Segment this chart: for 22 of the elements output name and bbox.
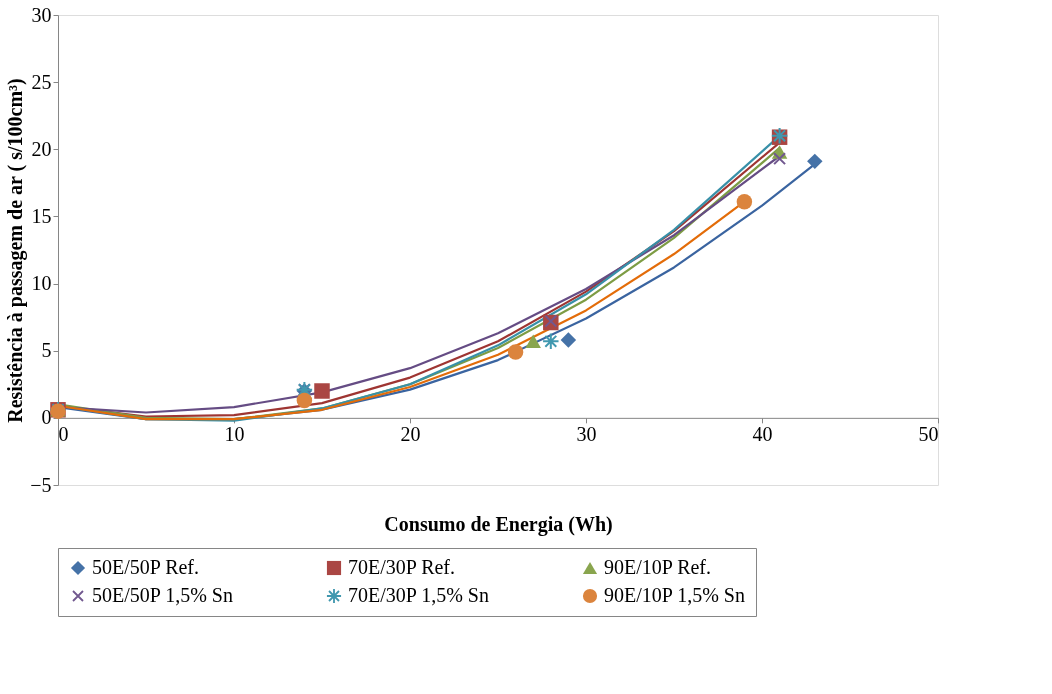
legend-label: 50E/50P Ref. xyxy=(92,556,200,578)
y-tick-label: 25 xyxy=(31,70,52,93)
legend-label: 70E/30P Ref. xyxy=(348,556,456,578)
x-tick-label: 20 xyxy=(400,423,421,446)
y-tick-label: 5 xyxy=(41,339,52,362)
x-tick-label: 30 xyxy=(576,423,597,446)
legend-label: 90E/10P Ref. xyxy=(604,556,712,578)
legend-label: 50E/50P 1,5% Sn xyxy=(92,584,233,606)
y-tick-label: 15 xyxy=(31,204,52,227)
legend-label: 70E/30P 1,5% Sn xyxy=(348,584,489,606)
x-tick-label: 40 xyxy=(752,423,773,446)
x-tick-label: 10 xyxy=(224,423,245,446)
y-tick-label: 0 xyxy=(41,406,52,429)
y-tick-label: 10 xyxy=(31,272,52,295)
x-tick-label: 50 xyxy=(918,423,939,446)
y-tick-label: 20 xyxy=(31,137,52,160)
y-axis-title: Resistência à passagem de ar ( s/100cm³) xyxy=(4,78,28,423)
y-tick-label: 30 xyxy=(31,3,52,26)
legend-label: 90E/10P 1,5% Sn xyxy=(604,584,745,606)
x-tick-label: 0 xyxy=(58,423,69,446)
y-tick-label: −5 xyxy=(30,473,52,496)
x-axis-title: Consumo de Energia (Wh) xyxy=(384,512,613,536)
